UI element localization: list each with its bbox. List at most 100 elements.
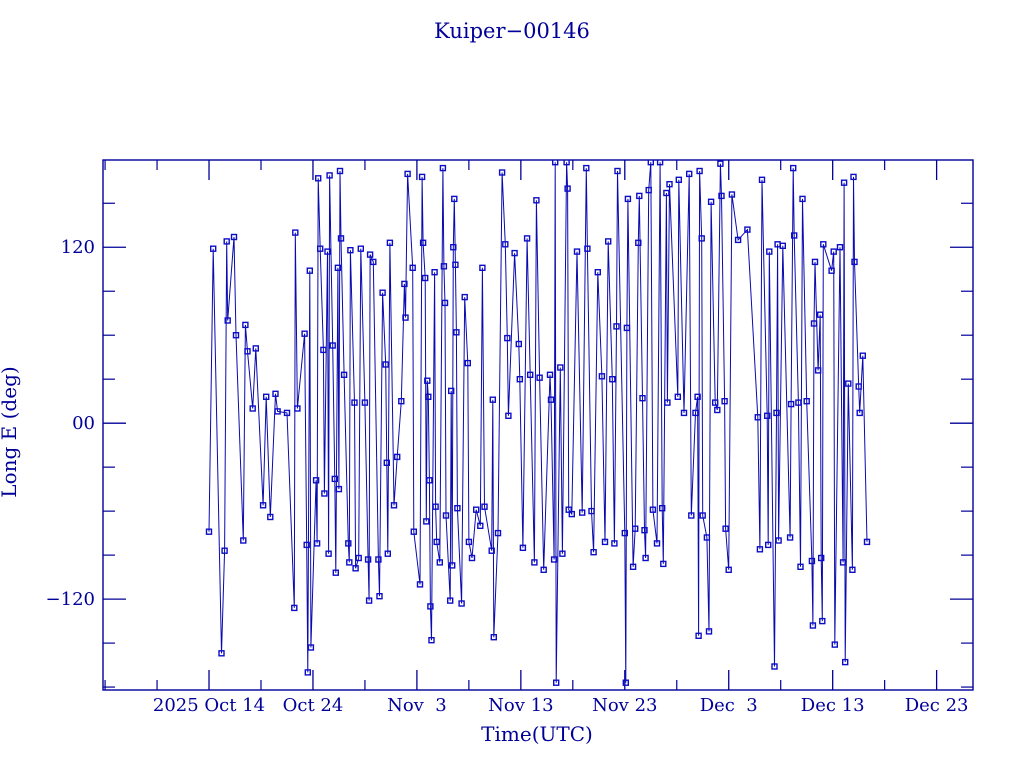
data-point-marker: [468, 554, 476, 562]
data-point-marker: [758, 176, 766, 184]
data-point-marker: [754, 414, 761, 421]
data-point-marker: [422, 274, 429, 282]
data-point-marker: [717, 160, 724, 167]
data-point-marker: [811, 258, 819, 266]
data-point-marker: [705, 628, 713, 635]
data-point-marker: [828, 267, 835, 274]
data-point-marker: [692, 409, 699, 417]
data-point-marker: [242, 321, 249, 329]
axes: 2025 Oct 14 Oct 24 Nov 3 Nov 13 Nov 23 Dec 3 D…: [46, 159, 974, 716]
y-tick-label: −120: [46, 589, 95, 610]
data-point-marker: [418, 173, 426, 181]
plot-border: [102, 159, 974, 691]
data-point-marker: [473, 506, 480, 513]
data-point-marker: [557, 364, 564, 371]
data-point-marker: [636, 192, 643, 200]
data-line: [208, 162, 868, 683]
data-point-marker: [511, 249, 518, 257]
data-point-marker: [546, 371, 554, 378]
x-axis-title: Time(UTC): [481, 722, 593, 746]
data-point-marker: [797, 563, 804, 570]
data-point-marker: [859, 352, 866, 359]
data-point-marker: [779, 242, 786, 250]
data-point-marker: [488, 547, 495, 554]
data-point-marker: [477, 522, 484, 529]
data-point-marker: [335, 485, 343, 493]
data-point-marker: [440, 263, 448, 270]
data-point-marker: [564, 185, 571, 192]
data-point-marker: [694, 393, 701, 400]
data-point-marker: [688, 512, 695, 519]
data-point-marker: [842, 658, 849, 666]
data-point-marker: [718, 192, 725, 200]
data-point-marker: [819, 617, 826, 625]
data-point-marker: [839, 559, 847, 566]
data-point-marker: [249, 405, 256, 412]
data-point-marker: [376, 593, 383, 600]
data-point-marker: [274, 408, 281, 415]
data-point-marker: [550, 556, 558, 563]
data-point-marker: [611, 540, 618, 547]
data-point-marker: [601, 538, 609, 546]
data-point-marker: [642, 554, 649, 562]
data-point-marker: [326, 172, 333, 179]
data-point-marker: [230, 233, 238, 241]
data-point-marker: [756, 546, 764, 553]
data-point-marker: [552, 160, 559, 166]
data-point-marker: [836, 243, 844, 251]
data-point-marker: [384, 550, 391, 557]
data-point-marker: [436, 559, 443, 566]
data-point-marker: [317, 245, 324, 252]
data-point-marker: [680, 409, 688, 417]
data-point-marker: [622, 679, 629, 686]
data-point-marker: [505, 412, 512, 419]
data-point-marker: [588, 507, 595, 515]
data-point-marker: [613, 323, 620, 330]
y-tick-label: 00: [72, 413, 95, 434]
data-point-marker: [766, 248, 773, 255]
data-point-marker: [764, 412, 771, 419]
data-point-marker: [479, 264, 486, 271]
x-tick-label: Nov 13: [488, 695, 553, 716]
data-point-marker: [458, 600, 465, 607]
data-point-marker: [447, 597, 454, 604]
data-point-marker: [605, 238, 612, 245]
y-axis-title: Long E (deg): [0, 366, 21, 497]
data-point-marker: [301, 330, 308, 337]
data-point-marker: [494, 529, 502, 537]
data-point-marker: [426, 477, 433, 484]
data-point-marker: [409, 264, 416, 271]
data-point-marker: [306, 267, 313, 274]
data-point-marker: [850, 173, 857, 181]
data-point-marker: [263, 393, 270, 400]
data-point-marker: [795, 399, 802, 406]
data-point-marker: [252, 345, 260, 352]
data-point-marker: [402, 314, 409, 321]
data-point-marker: [707, 198, 715, 206]
data-point-marker: [623, 324, 631, 332]
data-point-marker: [840, 179, 848, 186]
data-point-marker: [379, 289, 386, 296]
data-point-marker: [527, 371, 534, 378]
data-point-marker: [695, 632, 702, 639]
data-point-marker: [579, 509, 586, 516]
data-point-marker: [450, 243, 457, 251]
data-point-marker: [454, 505, 461, 512]
data-point-marker: [696, 167, 703, 175]
data-point-marker: [451, 195, 458, 203]
data-point-marker: [820, 241, 827, 248]
data-point-marker: [590, 549, 597, 556]
data-point-marker: [464, 359, 471, 367]
data-point-marker: [449, 562, 456, 569]
data-point-marker: [666, 180, 673, 188]
data-point-marker: [660, 560, 667, 568]
data-point-marker: [401, 280, 408, 288]
data-point-marker: [439, 164, 447, 172]
data-point-marker: [863, 538, 871, 546]
data-point-marker: [365, 597, 373, 604]
data-point-marker: [490, 634, 497, 641]
data-point-marker: [515, 340, 522, 348]
data-point-marker: [624, 195, 632, 203]
